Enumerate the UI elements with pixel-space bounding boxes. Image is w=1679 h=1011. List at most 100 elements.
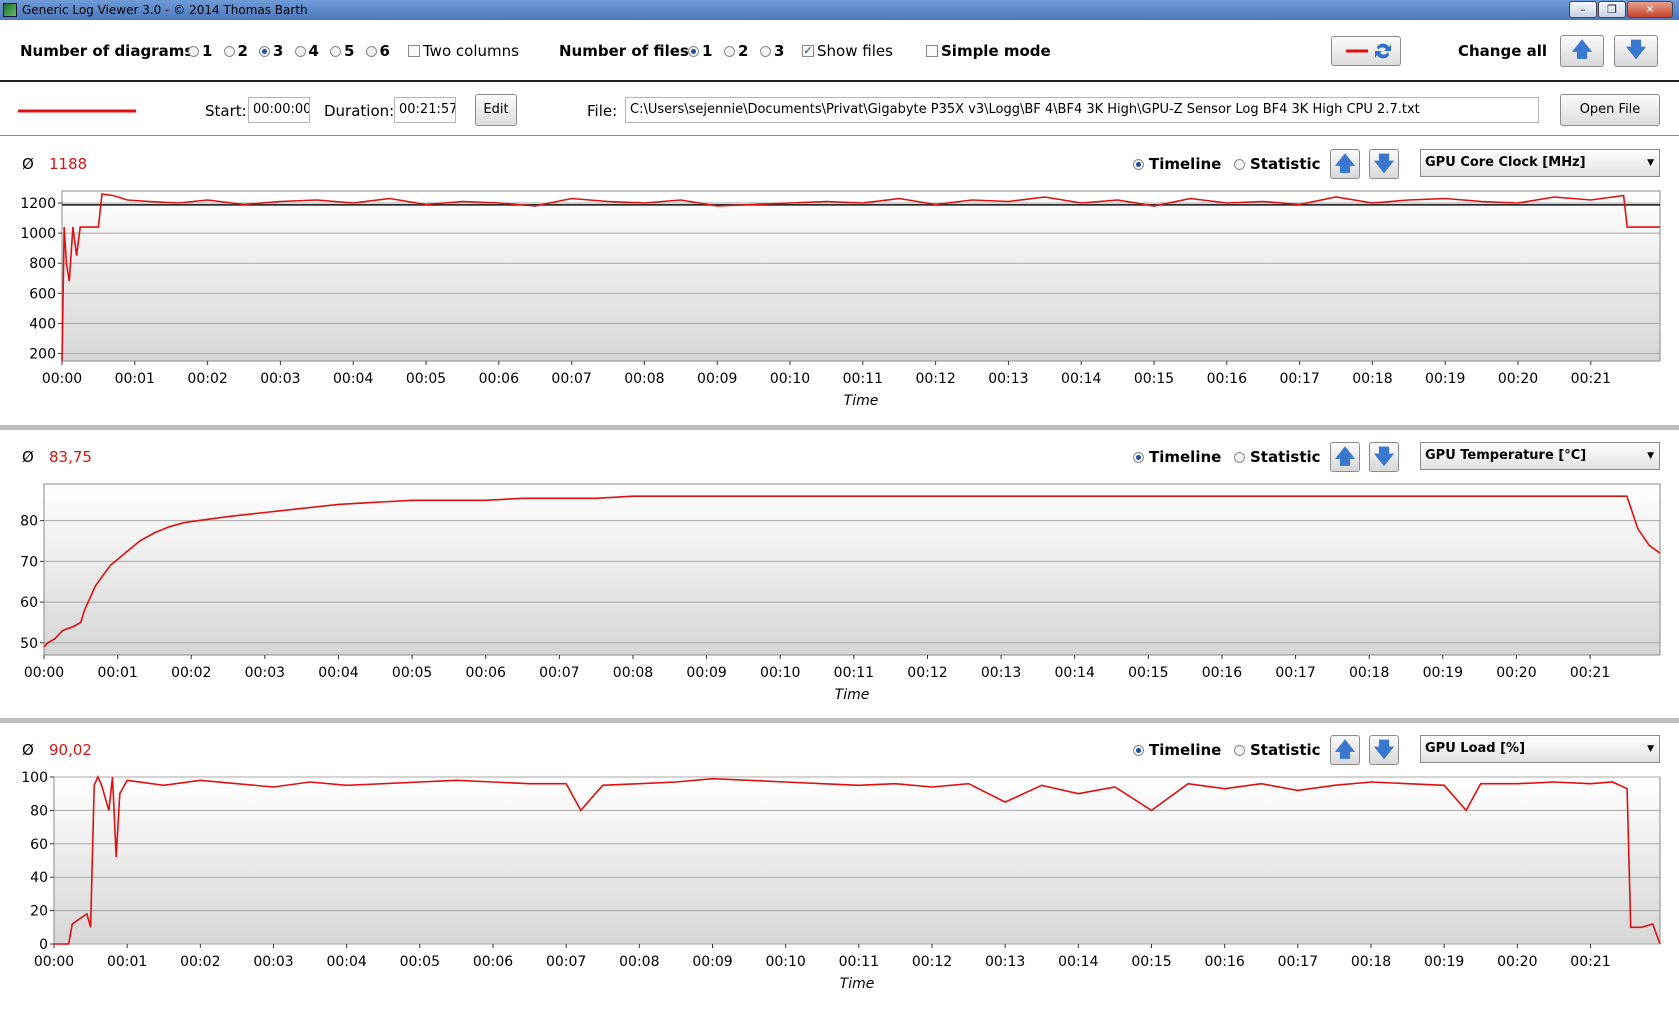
x-tick-label: 00:09 — [692, 954, 732, 970]
diagrams-radio-4[interactable]: 4 — [294, 42, 319, 60]
files-radio-dot[interactable] — [760, 45, 771, 57]
timeline-radio-dot[interactable] — [1133, 744, 1144, 756]
diagrams-radio-5[interactable]: 5 — [330, 42, 354, 60]
sensor-select[interactable]: GPU Core Clock [MHz] ▼ — [1420, 149, 1660, 177]
two-columns-check[interactable] — [408, 45, 420, 57]
statistic-radio[interactable]: Statistic — [1234, 741, 1321, 759]
x-tick-label: 00:14 — [1061, 371, 1101, 387]
files-radio-3[interactable]: 3 — [760, 42, 784, 60]
change-all-up-button[interactable]: 🡅 — [1560, 35, 1604, 67]
start-input[interactable]: 00:00:00 — [248, 97, 310, 123]
up-arrow-icon: 🡅 — [1571, 37, 1593, 61]
change-all-down-button[interactable]: 🡇 — [1614, 35, 1658, 67]
x-tick-label: 00:19 — [1424, 954, 1464, 970]
x-tick-label: 00:11 — [834, 665, 874, 681]
average-value: 1188 — [49, 155, 88, 173]
average-value: 90,02 — [49, 741, 92, 759]
app-icon — [3, 3, 17, 17]
diagrams-radio-dot[interactable] — [365, 45, 377, 57]
two-columns-checkbox[interactable]: Two columns — [408, 42, 519, 60]
move-down-button[interactable]: 🡇 — [1369, 149, 1399, 179]
timeline-radio-dot[interactable] — [1133, 451, 1144, 463]
statistic-radio-dot[interactable] — [1234, 451, 1245, 463]
x-tick-label: 00:08 — [624, 371, 664, 387]
line-style-refresh-button[interactable] — [1331, 36, 1401, 66]
panel-separator[interactable] — [0, 718, 1679, 723]
move-up-button[interactable]: 🡅 — [1330, 442, 1360, 472]
diagrams-radio-3[interactable]: 3 — [259, 42, 283, 60]
statistic-radio[interactable]: Statistic — [1234, 155, 1321, 173]
y-tick-label: 800 — [29, 256, 56, 272]
x-tick-label: 00:04 — [333, 371, 373, 387]
diagrams-radio-dot[interactable] — [188, 45, 199, 57]
diagrams-radio-1[interactable]: 1 — [188, 42, 212, 60]
y-tick-label: 0 — [39, 937, 48, 953]
move-up-button[interactable]: 🡅 — [1330, 735, 1360, 765]
diagrams-radio-6[interactable]: 6 — [365, 42, 390, 60]
chevron-down-icon: ▼ — [1647, 158, 1654, 168]
edit-button[interactable]: Edit — [475, 94, 517, 126]
file-path-input[interactable]: C:\Users\sejennie\Documents\Privat\Gigab… — [625, 97, 1539, 123]
move-down-button[interactable]: 🡇 — [1369, 442, 1399, 472]
chart-2: 50 60 70 80 00:00 00:01 00:02 00:03 00:04 00:05 00… — [20, 483, 1661, 703]
statistic-radio-dot[interactable] — [1234, 158, 1245, 170]
series-line — [61, 193, 1660, 362]
diagrams-radio-dot[interactable] — [259, 45, 270, 57]
simple-mode-checkbox[interactable]: Simple mode — [926, 42, 1051, 60]
y-tick-label: 40 — [30, 870, 48, 886]
down-arrow-icon: 🡇 — [1373, 444, 1395, 468]
diagrams-radio-dot[interactable] — [294, 45, 306, 57]
files-radio-dot[interactable] — [724, 45, 735, 57]
x-axis-label: Time — [835, 687, 870, 703]
timeline-radio[interactable]: Timeline — [1133, 155, 1221, 173]
sensor-select[interactable]: GPU Load [%] ▼ — [1420, 735, 1660, 763]
statistic-radio-dot[interactable] — [1234, 744, 1245, 756]
panel-separator[interactable] — [0, 425, 1679, 430]
average-symbol: Ø — [22, 448, 34, 466]
close-button[interactable]: ✕ — [1627, 1, 1673, 18]
y-tick-label: 60 — [30, 837, 48, 853]
x-tick-label: 00:04 — [326, 954, 366, 970]
simple-mode-check[interactable] — [926, 45, 938, 57]
y-tick-label: 60 — [20, 595, 38, 611]
x-tick-label: 00:01 — [107, 954, 147, 970]
x-tick-label: 00:15 — [1134, 371, 1174, 387]
x-tick-label: 00:17 — [1275, 665, 1315, 681]
files-radio-2[interactable]: 2 — [724, 42, 748, 60]
diagram-panel-1: Ø 1188 Timeline Statistic 🡅 🡇 GPU Core C… — [0, 137, 1679, 425]
duration-input[interactable]: 00:21:57 — [394, 97, 456, 123]
x-tick-label: 00:10 — [760, 665, 800, 681]
show-files-check[interactable]: ✓ — [802, 44, 814, 57]
open-file-button[interactable]: Open File — [1560, 94, 1660, 126]
x-tick-label: 00:06 — [473, 954, 513, 970]
minimize-button[interactable]: – — [1569, 1, 1597, 18]
x-axis-label: Time — [844, 393, 879, 409]
files-radio-1[interactable]: 1 — [688, 42, 712, 60]
x-tick-label: 00:18 — [1351, 954, 1391, 970]
x-tick-label: 00:02 — [180, 954, 220, 970]
diagrams-radio-dot[interactable] — [223, 45, 235, 57]
statistic-radio[interactable]: Statistic — [1234, 448, 1321, 466]
sensor-select[interactable]: GPU Temperature [°C] ▼ — [1420, 442, 1660, 470]
x-tick-label: 00:01 — [97, 665, 137, 681]
files-radio-dot[interactable] — [688, 45, 699, 57]
x-tick-label: 00:08 — [613, 665, 653, 681]
x-tick-label: 00:07 — [546, 954, 586, 970]
move-up-button[interactable]: 🡅 — [1330, 149, 1360, 179]
diagrams-radio-dot[interactable] — [330, 45, 341, 57]
y-tick-label: 600 — [29, 286, 56, 302]
window-title: Generic Log Viewer 3.0 - © 2014 Thomas B… — [22, 3, 308, 17]
show-files-checkbox[interactable]: ✓ Show files — [802, 42, 893, 60]
plot-area — [53, 776, 1661, 945]
diagrams-radio-label: 6 — [379, 42, 390, 60]
move-down-button[interactable]: 🡇 — [1369, 735, 1399, 765]
maximize-button[interactable]: ❐ — [1598, 1, 1626, 18]
timeline-radio[interactable]: Timeline — [1133, 448, 1221, 466]
diagrams-radio-2[interactable]: 2 — [223, 42, 248, 60]
series-line — [54, 775, 1661, 945]
timeline-radio[interactable]: Timeline — [1133, 741, 1221, 759]
timeline-radio-dot[interactable] — [1133, 158, 1144, 170]
down-arrow-icon: 🡇 — [1625, 37, 1647, 61]
toolbar: Number of diagrams 1 2 3 4 5 6 Two columns Nu… — [0, 20, 1679, 82]
average-symbol: Ø — [22, 155, 34, 173]
